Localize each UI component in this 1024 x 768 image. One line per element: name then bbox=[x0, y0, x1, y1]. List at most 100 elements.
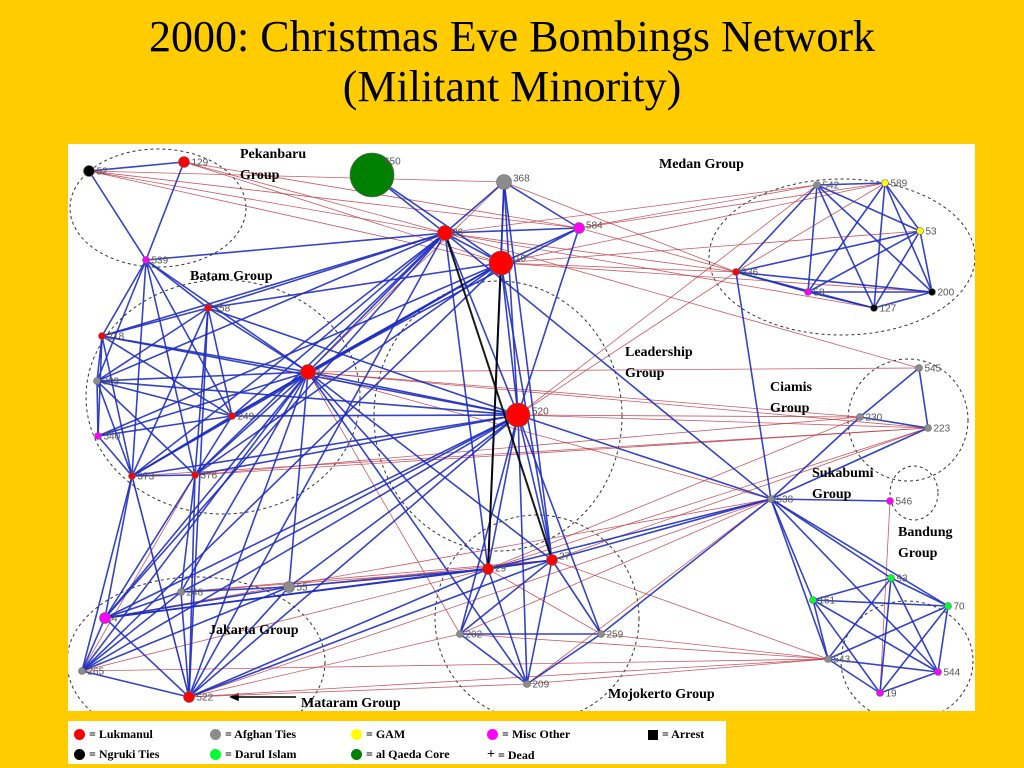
edge-10-265 bbox=[81, 262, 502, 672]
edge-376-520 bbox=[194, 414, 519, 476]
edge-542-336 bbox=[735, 184, 818, 273]
edge-223-376 bbox=[194, 427, 929, 476]
edge-538-26 bbox=[444, 232, 772, 500]
node-336 bbox=[732, 268, 740, 276]
edge-538-202 bbox=[459, 498, 772, 635]
node-label-520: 520 bbox=[532, 407, 549, 418]
edge-93-544 bbox=[890, 577, 939, 673]
edge-373-376 bbox=[131, 474, 196, 477]
node-543 bbox=[824, 655, 832, 663]
edge-303-373 bbox=[96, 380, 133, 477]
legend-dot-ngruki bbox=[74, 749, 85, 760]
edge-265-543 bbox=[81, 658, 829, 672]
node-label-58: 58 bbox=[814, 288, 826, 299]
node-label-336: 336 bbox=[742, 268, 759, 279]
edge-520-336 bbox=[517, 271, 737, 416]
edge-26-127 bbox=[444, 232, 875, 309]
node-label-248: 248 bbox=[187, 588, 204, 599]
node-373 bbox=[128, 472, 136, 480]
edge-538-259 bbox=[600, 498, 772, 635]
node-label-52: 52 bbox=[97, 167, 109, 178]
edge-538-93 bbox=[770, 498, 892, 579]
edge-223-1 bbox=[307, 371, 929, 429]
node-249 bbox=[228, 412, 236, 420]
legend-label: = Arrest bbox=[662, 727, 705, 741]
node-label-10: 10 bbox=[515, 254, 527, 265]
edge-10-200 bbox=[500, 262, 933, 293]
node-202 bbox=[456, 630, 464, 638]
group-label-pekanbaru: Pekanbaru Group bbox=[240, 147, 306, 183]
edge-259-543 bbox=[600, 633, 829, 660]
edge-70-543 bbox=[827, 605, 949, 660]
edge-26-27 bbox=[444, 232, 553, 561]
node-label-27: 27 bbox=[559, 552, 571, 563]
edge-209-543 bbox=[526, 658, 829, 685]
edge-538-29 bbox=[487, 498, 772, 570]
node-label-544: 544 bbox=[944, 668, 961, 679]
legend-item-dead: + = Dead bbox=[487, 747, 535, 763]
edge-368-336 bbox=[503, 181, 737, 273]
legend-label: = Ngruki Ties bbox=[89, 747, 160, 761]
edge-26-29 bbox=[444, 232, 489, 570]
legend-item-gam: = GAM bbox=[351, 727, 405, 742]
edge-303-520 bbox=[96, 380, 519, 416]
node-label-218: 218 bbox=[108, 332, 125, 343]
edge-10-29 bbox=[487, 262, 502, 570]
edge-265-373 bbox=[81, 475, 133, 672]
node-129 bbox=[178, 156, 190, 168]
edge-4-265 bbox=[81, 617, 106, 672]
node-520 bbox=[505, 402, 531, 428]
edge-589-336 bbox=[735, 182, 886, 273]
edge-539-1 bbox=[145, 259, 309, 373]
edge-520-538 bbox=[517, 414, 772, 500]
node-58 bbox=[804, 288, 812, 296]
edge-368-520 bbox=[503, 181, 519, 416]
edge-218-373 bbox=[101, 335, 133, 477]
legend-label: = Afghan Ties bbox=[225, 727, 297, 741]
edge-249-373 bbox=[131, 415, 233, 477]
node-209 bbox=[523, 680, 531, 688]
edge-545-230 bbox=[859, 367, 920, 418]
edge-1-4 bbox=[104, 371, 309, 619]
edge-546-19 bbox=[879, 500, 891, 694]
edge-93-70 bbox=[890, 577, 949, 607]
edge-10-358 bbox=[207, 262, 502, 309]
node-label-4: 4 bbox=[112, 614, 118, 625]
edge-10-336 bbox=[500, 262, 737, 273]
edge-303-249 bbox=[96, 380, 233, 417]
edge-230-538 bbox=[770, 416, 861, 500]
edge-584-520 bbox=[517, 227, 580, 416]
edge-52-129 bbox=[88, 161, 185, 172]
edge-93-543 bbox=[827, 577, 892, 660]
edge-26-376 bbox=[194, 232, 446, 476]
node-27 bbox=[546, 554, 558, 566]
edge-584-1 bbox=[307, 227, 580, 373]
edge-368-26 bbox=[444, 181, 505, 234]
edge-1-248 bbox=[180, 371, 309, 593]
node-label-358: 358 bbox=[214, 304, 231, 315]
node-376 bbox=[191, 471, 199, 479]
edge-538-522 bbox=[188, 498, 772, 698]
node-label-1: 1 bbox=[316, 368, 322, 379]
group-boundary-medan bbox=[708, 178, 975, 336]
group-label-leadership: Leadership Group bbox=[625, 345, 693, 381]
edge-70-544 bbox=[937, 605, 949, 673]
edge-27-543 bbox=[551, 559, 829, 660]
edge-584-589 bbox=[578, 182, 886, 229]
node-label-202: 202 bbox=[466, 630, 483, 641]
slide-title: 2000: Christmas Eve Bombings Network (Mi… bbox=[0, 12, 1024, 112]
edge-26-336 bbox=[444, 232, 737, 273]
group-label-mataram: Mataram Group bbox=[301, 696, 401, 711]
node-55 bbox=[283, 581, 295, 593]
legend-item-afghan: = Afghan Ties bbox=[210, 727, 296, 742]
node-label-53: 53 bbox=[926, 227, 938, 238]
edge-303-540 bbox=[96, 380, 99, 437]
edge-358-522 bbox=[188, 307, 209, 698]
edge-303-1 bbox=[96, 371, 309, 382]
edge-53-336 bbox=[735, 230, 921, 273]
node-127 bbox=[870, 304, 878, 312]
legend-label: = Darul Islam bbox=[225, 747, 297, 761]
edge-589-127 bbox=[873, 182, 886, 309]
node-368 bbox=[496, 174, 512, 190]
edge-358-1 bbox=[207, 307, 309, 373]
